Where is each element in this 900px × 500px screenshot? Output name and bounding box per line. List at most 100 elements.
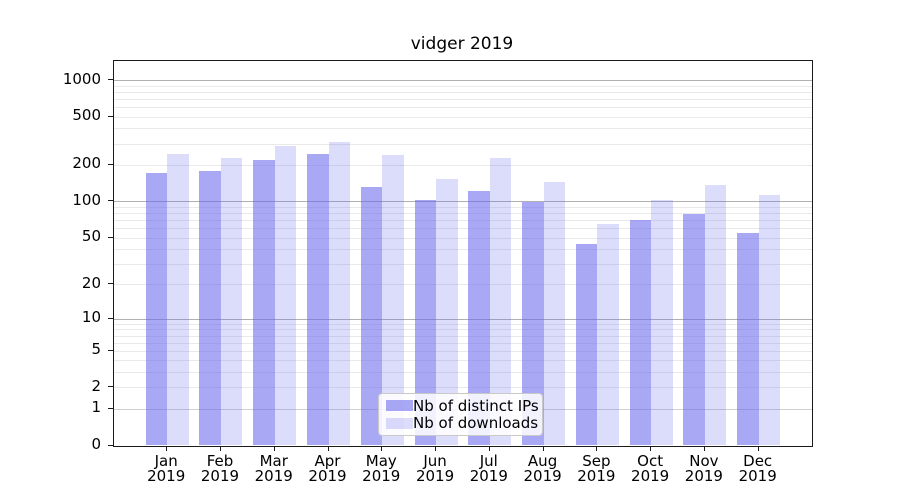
gridline-minor-2 [114,387,812,389]
y-tick-mark-100 [108,200,113,202]
year-label: 2019 [147,467,186,485]
year-label: 2019 [738,467,777,485]
x-tick-mark-aug [542,445,544,451]
gridline-minor-50 [114,237,812,239]
y-tick-label-0: 0 [91,435,101,453]
bar-distinct-ips-sep [575,244,598,446]
y-tick-mark-500 [108,115,113,117]
bar-distinct-ips-oct [629,220,652,446]
month-label: Jun [423,451,447,470]
gridline-minor-7 [114,335,812,337]
month-label: Dec [743,451,773,470]
bar-distinct-ips-feb [199,171,221,446]
year-label: 2019 [684,467,723,485]
y-tick-label-100: 100 [72,190,101,209]
y-tick-mark-0 [108,444,113,446]
y-tick-label-10: 10 [81,308,101,327]
bar-distinct-ips-jun [414,200,437,446]
gridline-major-10 [114,318,812,320]
bar-downloads-mar [274,146,297,446]
bar-downloads-sep [597,223,619,446]
month-label: Sep [582,451,611,470]
x-tick-mark-dec [757,445,759,451]
x-tick-label-nov: Nov 2019 [672,451,736,485]
gridline-minor-80 [114,213,812,215]
gridline-minor-40 [114,249,812,251]
gridline-minor-200 [114,164,812,166]
month-label: Feb [206,451,234,470]
year-label: 2019 [577,467,616,485]
year-label: 2019 [523,467,562,485]
x-tick-label-mar: Mar 2019 [242,451,306,485]
bar-downloads-may [382,155,404,446]
legend: Nb of distinct IPs Nb of downloads [378,393,543,436]
x-tick-mark-jan [166,445,168,451]
x-tick-mark-oct [650,445,652,451]
y-tick-label-1000: 1000 [62,69,101,88]
x-tick-mark-jul [488,445,490,451]
gridline-minor-900 [114,85,812,87]
y-tick-mark-20 [108,283,113,285]
gridline-minor-700 [114,98,812,100]
x-tick-label-aug: Aug 2019 [511,451,575,485]
bar-distinct-ips-may [360,186,383,446]
year-label: 2019 [200,467,240,485]
month-label: Aug [527,451,558,470]
legend-label-downloads: Nb of downloads [413,414,539,433]
bar-downloads-dec [758,195,781,446]
x-tick-mark-may [381,445,383,451]
y-tick-mark-1000 [108,79,113,81]
month-label: May [365,451,397,470]
legend-item-downloads: Nb of downloads [386,414,539,433]
month-label: Mar [259,451,288,470]
x-tick-label-jan: Jan 2019 [134,451,198,485]
gridline-minor-20 [114,284,812,286]
bar-distinct-ips-jan [145,172,168,446]
gridline-minor-30 [114,263,812,265]
year-label: 2019 [631,467,670,485]
bar-downloads-jan [167,154,189,446]
x-tick-label-jun: Jun 2019 [403,451,467,485]
gridline-minor-300 [114,143,812,145]
x-tick-label-dec: Dec 2019 [726,451,790,485]
gridline-minor-9 [114,323,812,325]
bar-downloads-feb [220,158,243,446]
y-tick-mark-1 [108,407,113,409]
y-tick-mark-200 [108,163,113,165]
gridline-minor-5 [114,350,812,352]
y-tick-label-50: 50 [81,227,101,246]
x-tick-label-feb: Feb 2019 [188,451,252,485]
x-tick-mark-jun [435,445,437,451]
month-label: Jan [154,451,178,470]
y-tick-label-1: 1 [91,398,101,417]
y-tick-mark-10 [108,317,113,319]
gridline-minor-8 [114,329,812,331]
gridline-minor-500 [114,116,812,118]
month-label: Nov [689,451,719,470]
x-tick-mark-feb [219,445,221,451]
x-tick-label-oct: Oct 2019 [618,451,682,485]
month-label: Oct [637,451,664,470]
x-tick-mark-nov [703,445,705,451]
x-tick-mark-sep [596,445,598,451]
legend-item-distinct-ips: Nb of distinct IPs [386,396,539,415]
year-label: 2019 [415,467,455,485]
bar-downloads-jul [489,157,512,446]
gridline-minor-3 [114,372,812,374]
x-tick-mark-apr [327,445,329,451]
year-label: 2019 [308,467,347,485]
month-label: Jul [479,451,498,470]
gridline-minor-60 [114,228,812,230]
bar-distinct-ips-jul [468,190,490,446]
bar-downloads-apr [328,142,350,446]
bar-downloads-oct [651,199,673,446]
bar-downloads-aug [543,181,566,446]
gridline-major-1000 [114,80,812,82]
y-tick-mark-5 [108,349,113,351]
y-tick-label-5: 5 [91,340,101,359]
plot-area [113,59,813,447]
gridline-minor-400 [114,128,812,130]
legend-label-distinct-ips: Nb of distinct IPs [413,396,539,415]
y-tick-label-2: 2 [91,376,101,395]
gridline-minor-6 [114,342,812,344]
